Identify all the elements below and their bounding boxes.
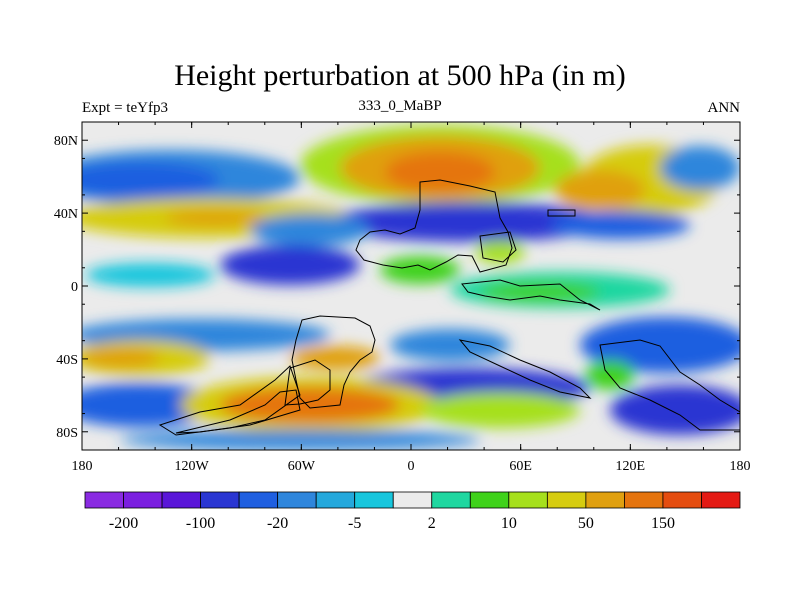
sh-negative-east	[580, 317, 740, 373]
colorbar-swatch	[200, 491, 240, 509]
colorbar-swatch	[354, 491, 394, 509]
east-asia-outline	[547, 209, 576, 217]
colorbar-label: 10	[501, 515, 517, 532]
colorbar-label: 2	[428, 515, 436, 532]
colorbar-label: 150	[651, 515, 675, 532]
lon-tick-label: 60W	[288, 459, 316, 474]
sh-polar-positive-core	[220, 387, 400, 423]
africa-outline	[355, 179, 513, 273]
colorbar-swatch	[431, 491, 471, 509]
sh-positive-west-core	[82, 348, 160, 368]
colorbar: -200 -100 -20 -5 2 10 50 150	[84, 491, 741, 532]
equator-green-small	[475, 240, 525, 264]
sh-polar-green	[420, 392, 580, 428]
coastlines	[158, 179, 740, 436]
colorbar-swatch	[585, 491, 625, 509]
colorbar-label: 50	[578, 515, 594, 532]
sh-negative-central	[390, 329, 510, 361]
colorbar-swatch	[277, 491, 317, 509]
colorbar-swatch	[238, 491, 279, 509]
nw-positive-core	[165, 210, 265, 226]
lat-tick-label: 80S	[56, 426, 78, 441]
colorbar-swatch	[546, 491, 587, 509]
longitude-axis: 180 120W 60W 0 60E 120E 180	[72, 122, 751, 474]
equator-green-west	[85, 263, 215, 287]
sh-positive-central	[290, 346, 380, 370]
map-title: Height perturbation at 500 hPa (in m)	[174, 59, 626, 92]
season-label: ANN	[707, 100, 741, 116]
nw-negative-core	[82, 162, 220, 198]
south-america-inner-outline	[284, 359, 331, 406]
colorbar-swatch	[84, 491, 124, 509]
lon-tick-label: 120W	[175, 459, 210, 474]
lon-tick-label: 60E	[509, 459, 532, 474]
colorbar-swatch	[161, 491, 201, 509]
lat-tick-label: 40S	[56, 353, 78, 368]
latitude-axis: 80N 40N 0 40S 80S	[54, 121, 740, 451]
equator-green-east-core	[480, 282, 600, 302]
colorbar-swatch	[123, 491, 163, 509]
australia-outline	[599, 339, 740, 431]
euro-high-core	[385, 152, 495, 192]
colorbar-label: -200	[109, 515, 138, 532]
ne-positive-core	[555, 170, 645, 210]
colorbar-swatch	[392, 491, 433, 509]
midlat-negative-east	[550, 211, 690, 239]
equator-green-center	[380, 256, 460, 284]
midlat-negative-west	[250, 214, 370, 246]
midlat-negative-southwest	[220, 245, 360, 285]
colorbar-swatch	[469, 491, 510, 509]
colorbar-swatch	[508, 491, 548, 509]
sh-polar-cyan	[120, 430, 480, 450]
colorbar-swatch	[701, 491, 741, 509]
colorbar-label: -100	[186, 515, 215, 532]
colorbar-swatch	[624, 491, 664, 509]
period-label: 333_0_MaBP	[358, 98, 442, 114]
lon-tick-label: 0	[408, 459, 415, 474]
lon-tick-label: 120E	[616, 459, 646, 474]
lat-tick-label: 40N	[54, 207, 78, 222]
antarctic-peninsula-outline	[175, 389, 301, 434]
south-america-outline	[291, 315, 376, 409]
australia-interior-outline	[458, 339, 592, 399]
ne-negative	[660, 146, 740, 190]
lat-tick-label: 80N	[54, 134, 78, 149]
colorbar-swatch	[662, 491, 702, 509]
lon-tick-label: 180	[72, 459, 93, 474]
lon-tick-label: 180	[730, 459, 751, 474]
colorbar-swatch	[315, 491, 356, 509]
midlat-negative-band	[330, 202, 610, 242]
india-se-asia-outline	[461, 279, 601, 311]
sh-positive-east	[585, 360, 635, 390]
arabia-outline	[479, 231, 517, 263]
colorbar-label: -5	[348, 515, 361, 532]
experiment-label: Expt = teYfp3	[82, 100, 168, 116]
colorbar-label: -20	[267, 515, 288, 532]
lat-tick-label: 0	[71, 280, 78, 295]
sh-polar-negative-west	[82, 383, 220, 427]
height-field	[82, 122, 740, 450]
